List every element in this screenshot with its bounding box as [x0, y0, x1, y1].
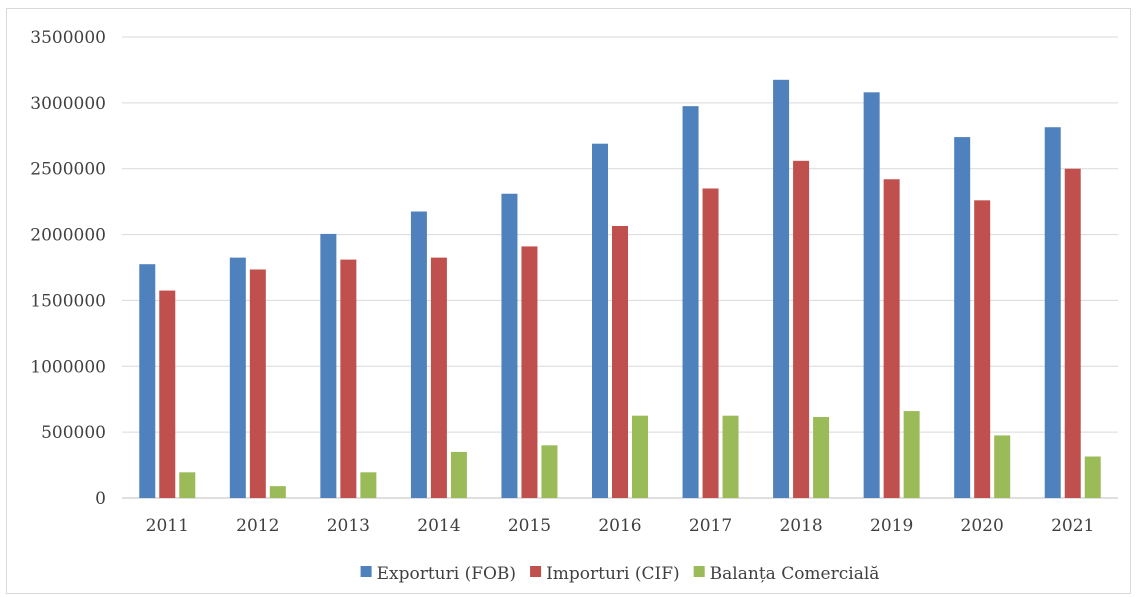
bar: [722, 415, 739, 498]
bar: [1044, 127, 1061, 498]
x-tick-label: 2020: [961, 516, 1004, 536]
x-tick-label: 2017: [689, 516, 732, 536]
y-axis-ticks: 0 500000 1000000 1500000 2000000 2500000 30000…: [30, 28, 106, 509]
bar: [501, 193, 518, 499]
bar: [793, 160, 810, 498]
bar: [179, 472, 196, 498]
x-tick-label: 2021: [1051, 516, 1094, 536]
bar: [269, 486, 286, 498]
x-tick-label: 2013: [327, 516, 370, 536]
bar: [863, 92, 880, 498]
legend-swatch: [693, 566, 705, 577]
y-tick-label: 3000000: [30, 94, 106, 114]
y-tick-label: 2000000: [30, 226, 106, 246]
legend-label: Exporturi (FOB): [377, 564, 516, 584]
bar: [541, 445, 558, 498]
bar: [340, 259, 357, 498]
x-axis-ticks: 2011 2012 2013 2014 2015 2016 2017 2018 2019 2020…: [146, 516, 1095, 536]
bar: [773, 79, 790, 499]
bar: [320, 233, 337, 499]
bar: [430, 257, 447, 498]
bar: [450, 451, 467, 498]
y-tick-label: 3500000: [30, 28, 106, 48]
bar: [159, 290, 176, 498]
bar: [1064, 168, 1081, 498]
legend-swatch: [360, 566, 372, 577]
bar: [229, 257, 246, 498]
bar: [612, 226, 628, 498]
bar: [974, 200, 991, 498]
bar: [139, 264, 156, 498]
legend: Exporturi (FOB) Importuri (CIF) Balanța Co…: [360, 564, 880, 584]
y-tick-label: 0: [95, 489, 106, 509]
legend-swatch: [530, 566, 542, 577]
bar: [903, 411, 920, 498]
x-tick-label: 2012: [236, 516, 279, 536]
bars: [139, 79, 1101, 499]
bar: [813, 416, 830, 498]
bar: [521, 246, 538, 498]
legend-label: Balanța Comercială: [710, 564, 880, 584]
x-tick-label: 2011: [146, 516, 189, 536]
y-tick-label: 2500000: [30, 160, 106, 180]
bar: [883, 179, 900, 498]
x-tick-label: 2016: [598, 516, 641, 536]
bar: [632, 415, 648, 498]
bar: [249, 269, 266, 498]
bar: [994, 435, 1011, 498]
x-tick-label: 2018: [779, 516, 822, 536]
x-tick-label: 2014: [417, 516, 460, 536]
bar: [1084, 456, 1101, 498]
x-tick-label: 2015: [508, 516, 551, 536]
bar: [592, 143, 608, 498]
bar: [410, 211, 427, 498]
x-tick-label: 2019: [870, 516, 913, 536]
legend-label: Importuri (CIF): [546, 564, 680, 584]
bar: [954, 137, 971, 499]
bar: [360, 472, 377, 498]
y-tick-label: 500000: [41, 423, 106, 443]
bar: [702, 188, 719, 498]
y-tick-label: 1000000: [30, 357, 106, 377]
y-tick-label: 1500000: [30, 291, 106, 311]
bar: [682, 106, 699, 499]
